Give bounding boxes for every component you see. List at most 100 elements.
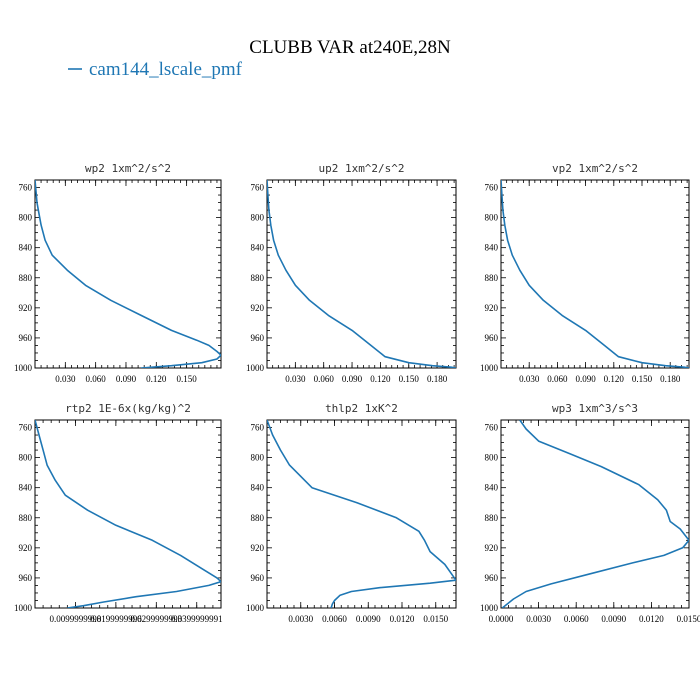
- plot-frame: [266, 419, 457, 609]
- y-tick-label: 920: [19, 303, 33, 313]
- y-tick-label: 1000: [14, 363, 33, 373]
- x-tick-label: 0.060: [86, 374, 107, 384]
- y-tick-label: 800: [19, 213, 33, 223]
- panel-title: rtp2 1E-6x(kg/kg)^2: [65, 402, 191, 415]
- x-tick-label: 0.0399999991: [171, 614, 223, 624]
- series-line: [501, 420, 689, 608]
- panel-title: up2 1xm^2/s^2: [318, 162, 404, 175]
- x-tick-label: 0.120: [604, 374, 625, 384]
- y-tick-label: 840: [485, 483, 499, 493]
- x-tick-label: 0.030: [285, 374, 306, 384]
- panel-title: vp2 1xm^2/s^2: [552, 162, 638, 175]
- x-tick-label: 0.0150: [677, 614, 700, 624]
- y-tick-label: 1000: [480, 363, 499, 373]
- series-line: [35, 420, 221, 608]
- y-tick-label: 880: [19, 513, 33, 523]
- y-tick-label: 960: [19, 333, 33, 343]
- legend: cam144_lscale_pmf: [68, 59, 243, 80]
- panel-title: wp3 1xm^3/s^3: [552, 402, 638, 415]
- x-tick-label: 0.0090: [356, 614, 381, 624]
- x-tick-label: 0.150: [177, 374, 198, 384]
- x-tick-label: 0.060: [314, 374, 335, 384]
- y-tick-label: 960: [485, 573, 499, 583]
- plot-frame: [34, 179, 222, 369]
- y-tick-label: 1000: [480, 603, 499, 613]
- series-line: [267, 180, 456, 368]
- y-tick-label: 960: [251, 573, 265, 583]
- y-tick-label: 760: [19, 423, 33, 433]
- y-tick-label: 800: [251, 213, 265, 223]
- y-tick-label: 760: [485, 183, 499, 193]
- y-tick-label: 1000: [14, 603, 33, 613]
- y-tick-label: 840: [251, 243, 265, 253]
- x-tick-label: 0.0060: [322, 614, 347, 624]
- x-tick-label: 0.180: [660, 374, 681, 384]
- x-tick-label: 0.0000: [489, 614, 514, 624]
- y-tick-label: 960: [19, 573, 33, 583]
- y-tick-label: 880: [485, 273, 499, 283]
- series-line: [501, 180, 689, 368]
- series-line: [35, 180, 221, 368]
- y-tick-label: 760: [485, 423, 499, 433]
- plot-frame: [500, 179, 690, 369]
- y-tick-label: 880: [251, 273, 265, 283]
- y-tick-label: 920: [251, 303, 265, 313]
- x-tick-label: 0.0030: [288, 614, 313, 624]
- plot-frame: [266, 179, 457, 369]
- y-tick-label: 840: [251, 483, 265, 493]
- x-tick-label: 0.0120: [639, 614, 664, 624]
- panel-6: wp3 1xm^3/s^3 760 800 840 880 920 960 10000.000…: [480, 402, 700, 624]
- x-tick-label: 0.0060: [564, 614, 589, 624]
- panel-1: wp2 1xm^2/s^2 760 800 840 880 920 960 1000 0.030…: [14, 162, 222, 384]
- y-tick-label: 800: [485, 213, 499, 223]
- y-tick-label: 840: [19, 483, 33, 493]
- y-tick-label: 800: [251, 453, 265, 463]
- y-tick-label: 760: [251, 423, 265, 433]
- x-tick-label: 0.0030: [526, 614, 551, 624]
- panel-5: thlp2 1xK^2 760 800 840 880 920 960 1000 0.0030 0…: [246, 402, 457, 624]
- y-tick-label: 840: [485, 243, 499, 253]
- panel-title: wp2 1xm^2/s^2: [85, 162, 171, 175]
- x-tick-label: 0.150: [632, 374, 653, 384]
- plot-frame: [500, 419, 690, 609]
- y-tick-label: 920: [485, 543, 499, 553]
- x-tick-label: 0.0120: [390, 614, 415, 624]
- y-tick-label: 880: [485, 513, 499, 523]
- figure-title: CLUBB VAR at240E,28N: [249, 37, 451, 58]
- y-tick-label: 880: [251, 513, 265, 523]
- y-tick-label: 1000: [246, 363, 265, 373]
- panel-4: rtp2 1E-6x(kg/kg)^2 760 800 840 880 920 960 100…: [14, 402, 223, 624]
- panel-3: vp2 1xm^2/s^2 760 800 840 880 920 960 1000 0.030…: [480, 162, 690, 384]
- y-tick-label: 920: [485, 303, 499, 313]
- x-tick-label: 0.0199999996: [90, 614, 142, 624]
- y-tick-label: 960: [251, 333, 265, 343]
- y-tick-label: 960: [485, 333, 499, 343]
- panel-2: up2 1xm^2/s^2 760 800 840 880 920 960 1000 0.030…: [246, 162, 457, 384]
- x-tick-label: 0.0099999998: [50, 614, 102, 624]
- x-tick-label: 0.030: [519, 374, 540, 384]
- panel-grid: wp2 1xm^2/s^2 760 800 840 880 920 960 1000 0.030…: [14, 162, 700, 624]
- plot-frame: [34, 419, 222, 609]
- y-tick-label: 800: [485, 453, 499, 463]
- x-tick-label: 0.0090: [601, 614, 626, 624]
- x-tick-label: 0.180: [427, 374, 448, 384]
- y-tick-label: 1000: [246, 603, 265, 613]
- x-tick-label: 0.120: [370, 374, 391, 384]
- y-tick-label: 920: [251, 543, 265, 553]
- x-tick-label: 0.120: [146, 374, 167, 384]
- series-line: [267, 420, 456, 608]
- x-tick-label: 0.0150: [423, 614, 448, 624]
- y-tick-label: 920: [19, 543, 33, 553]
- x-tick-label: 0.060: [547, 374, 568, 384]
- y-tick-label: 760: [251, 183, 265, 193]
- x-tick-label: 0.030: [55, 374, 76, 384]
- y-tick-label: 880: [19, 273, 33, 283]
- x-tick-label: 0.090: [575, 374, 596, 384]
- y-tick-label: 760: [19, 183, 33, 193]
- x-tick-label: 0.0299999993: [130, 614, 182, 624]
- y-tick-label: 800: [19, 453, 33, 463]
- x-tick-label: 0.090: [342, 374, 363, 384]
- y-tick-label: 840: [19, 243, 33, 253]
- legend-label: cam144_lscale_pmf: [89, 59, 243, 80]
